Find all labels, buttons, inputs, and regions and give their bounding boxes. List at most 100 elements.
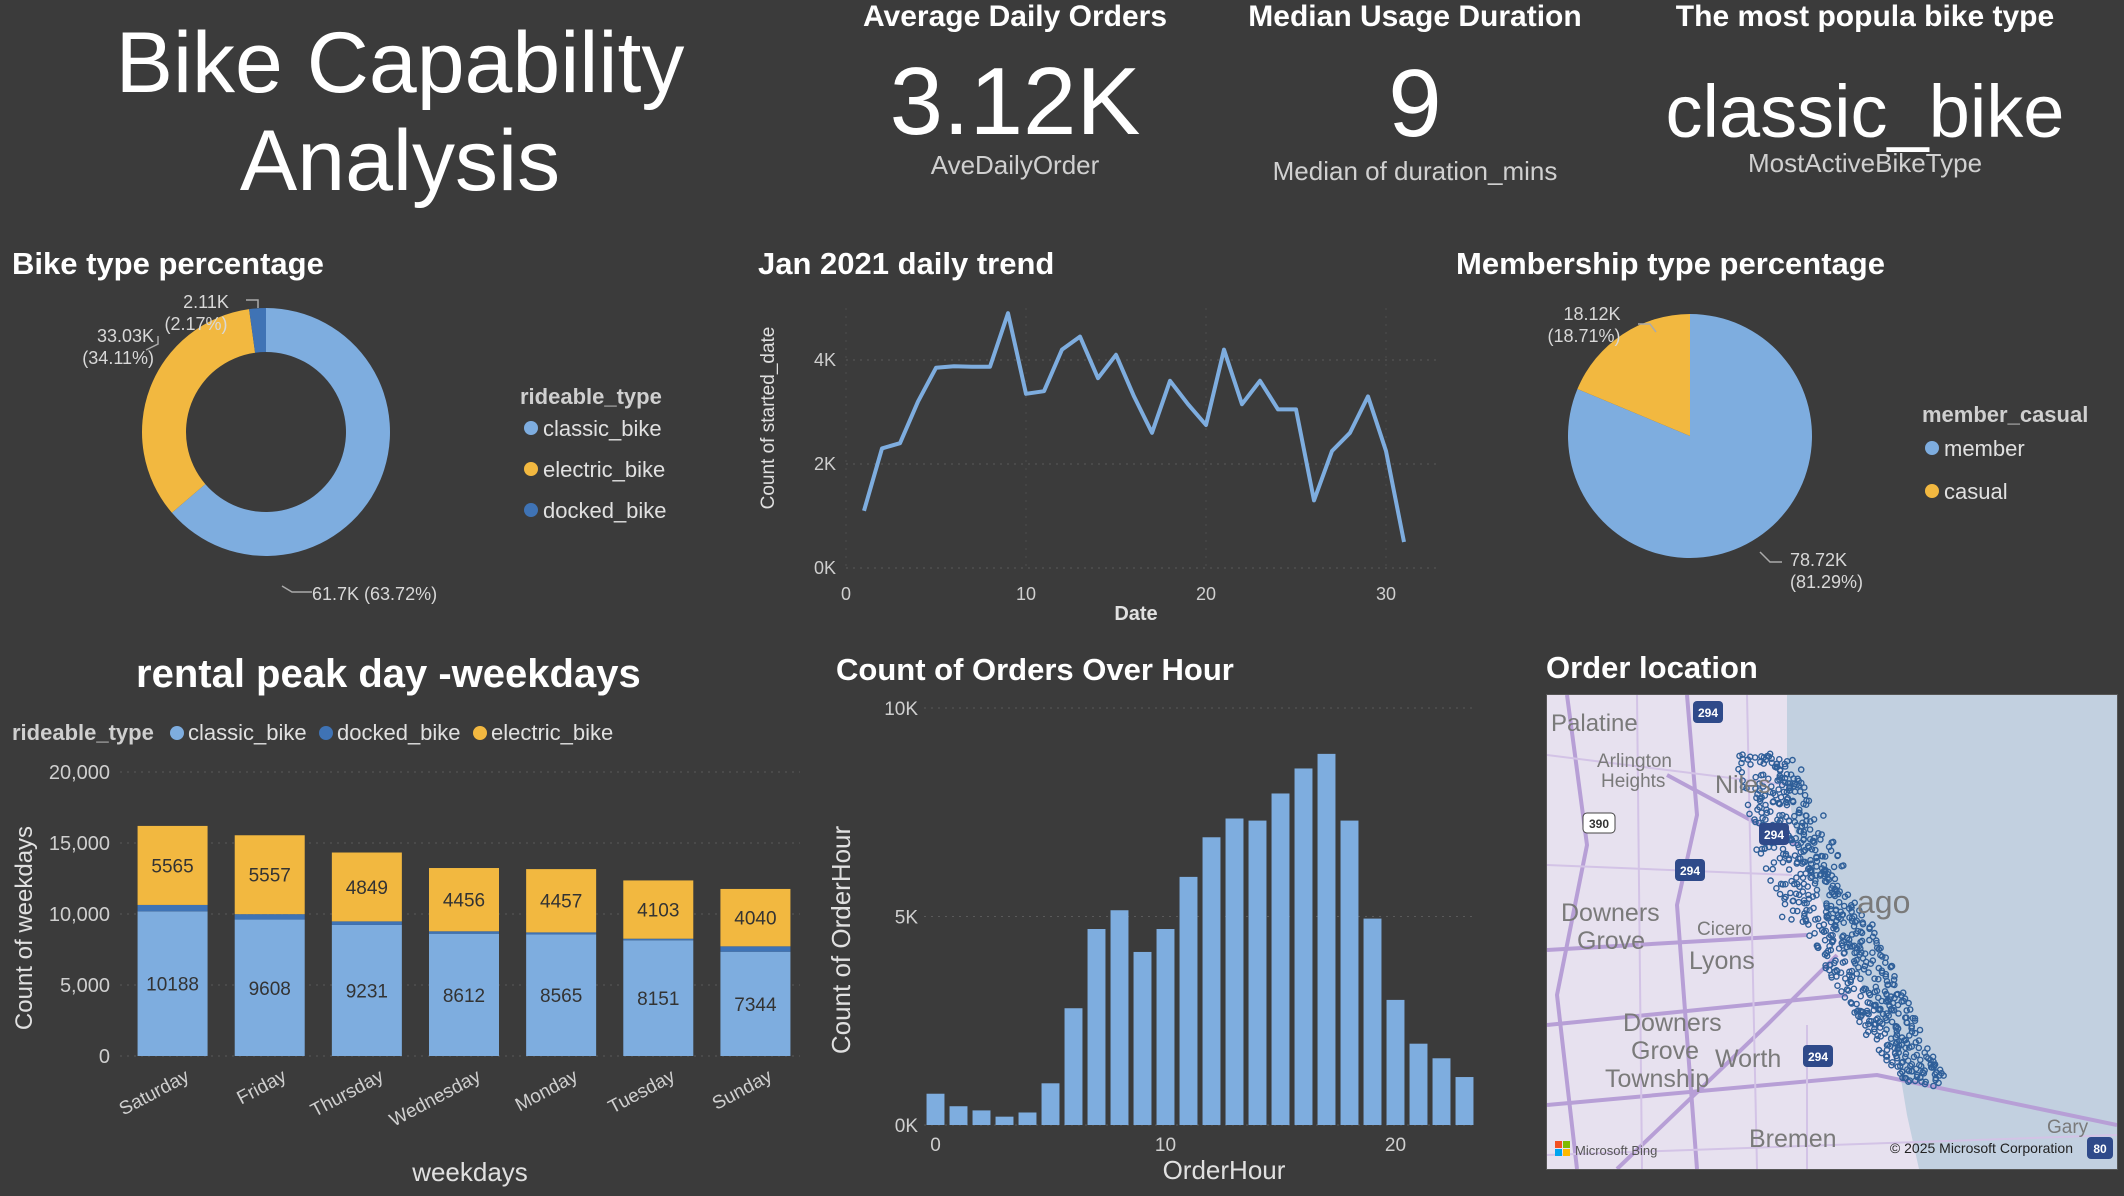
map-point [1797, 779, 1805, 787]
bike-type-donut-chart[interactable]: 61.7K (63.72%) 33.03K(34.11%) 2.11K(2.17%)… [0, 290, 740, 630]
hour-bar[interactable] [1455, 1077, 1474, 1125]
bar-segment-electric-bike[interactable] [429, 868, 499, 932]
map-canvas[interactable]: Palatine Arlington Heights Niles Downers… [1547, 695, 2117, 1169]
daily-trend-line-chart[interactable]: 0K 2K 4K 0 10 20 30 Date Count of started_date [740, 290, 1460, 630]
donut-slice-docked-bike[interactable] [249, 308, 266, 353]
legend-marker [473, 726, 487, 740]
trend-series-line[interactable] [862, 311, 1406, 543]
dashboard-title: Bike Capability Analysis [60, 14, 740, 210]
hour-bar[interactable] [1041, 1083, 1060, 1125]
hour-bar[interactable] [1110, 910, 1129, 1125]
pie-slice-casual[interactable] [1577, 314, 1690, 436]
hour-bar[interactable] [1294, 768, 1313, 1125]
map-point [1773, 884, 1780, 892]
map-point [1812, 877, 1819, 884]
bar-segment-docked-bike[interactable] [526, 932, 597, 935]
bar-segment-docked-bike[interactable] [234, 914, 305, 920]
hour-bar[interactable] [1018, 1112, 1037, 1125]
bar-segment-electric-bike[interactable] [234, 835, 305, 915]
map-point [1906, 1077, 1914, 1084]
map-point [1811, 880, 1819, 887]
bar-segment-electric-bike[interactable] [623, 880, 694, 939]
map-label: Worth [1715, 1045, 1781, 1073]
hour-bar[interactable] [1064, 1008, 1083, 1125]
membership-pie-chart[interactable]: 78.72K(81.29%) 18.12K(18.71%) member_casu… [1460, 290, 2124, 630]
map-point [1855, 907, 1863, 914]
hour-bar[interactable] [1248, 820, 1267, 1125]
hour-bar[interactable] [1340, 820, 1359, 1125]
map-point [1930, 1063, 1938, 1071]
data-label: 4456 [443, 891, 485, 912]
map-point [1889, 1006, 1896, 1014]
hour-bar[interactable] [972, 1110, 991, 1125]
order-location-map[interactable]: Palatine Arlington Heights Niles Downers… [1546, 694, 2118, 1170]
bar-segment-docked-bike[interactable] [623, 938, 694, 941]
bar-segment-classic-bike[interactable] [429, 933, 499, 1056]
bar-segment-electric-bike[interactable] [331, 852, 402, 922]
hour-bar[interactable] [1156, 929, 1175, 1125]
hour-bar[interactable] [1225, 818, 1244, 1125]
hour-bar[interactable] [1432, 1058, 1451, 1125]
hour-bar[interactable] [1386, 999, 1405, 1125]
legend-item-classic-bike[interactable]: classic_bike [170, 720, 307, 745]
hour-bar[interactable] [1202, 837, 1221, 1125]
hour-bar[interactable] [1271, 793, 1290, 1125]
map-point [1776, 854, 1784, 862]
map-point [1916, 1056, 1924, 1064]
legend-item-member[interactable]: member [1925, 436, 2025, 461]
map-point [1834, 851, 1842, 859]
map-point [1893, 1031, 1901, 1039]
data-label: 4849 [346, 878, 388, 899]
map-point [1837, 908, 1845, 916]
map-point [1795, 891, 1803, 899]
map-point [1878, 953, 1886, 960]
bar-segment-classic-bike[interactable] [331, 924, 402, 1056]
map-point [1779, 858, 1787, 866]
hour-bar[interactable] [1363, 918, 1382, 1125]
map-point [1882, 1053, 1890, 1060]
legend-item-classic-bike[interactable]: classic_bike [524, 416, 662, 441]
donut-slice-electric-bike[interactable] [142, 309, 256, 513]
bar-segment-classic-bike[interactable] [137, 911, 208, 1056]
legend-item-electric-bike[interactable]: electric_bike [524, 457, 665, 482]
bar-segment-docked-bike[interactable] [331, 921, 402, 925]
hour-bar[interactable] [1179, 876, 1198, 1125]
legend-label: electric_bike [491, 720, 613, 745]
hour-bar[interactable] [926, 1093, 945, 1125]
hour-bar[interactable] [1087, 929, 1106, 1125]
hour-bar-chart[interactable]: 0K 5K 10K 0 10 20 OrderHour Count of OrderHou… [830, 690, 1540, 1196]
bar-segment-electric-bike[interactable] [526, 869, 597, 933]
bar-segment-docked-bike[interactable] [429, 931, 499, 934]
leader-line [281, 585, 312, 593]
kpi-most-popular-bike-type[interactable]: The most popula bike type classic_bike M… [1630, 0, 2100, 179]
legend-item-docked-bike[interactable]: docked_bike [319, 720, 461, 745]
map-point [1864, 1028, 1872, 1036]
map-point [1902, 1036, 1910, 1044]
bar-segment-electric-bike[interactable] [720, 888, 791, 947]
bar-segment-electric-bike[interactable] [137, 825, 208, 905]
kpi-value: 9 [1388, 50, 1442, 157]
map-point [1843, 986, 1851, 993]
legend-item-electric-bike[interactable]: electric_bike [473, 720, 613, 745]
map-point [1775, 756, 1783, 763]
legend-item-casual[interactable]: casual [1925, 479, 2008, 504]
bar-segment-docked-bike[interactable] [720, 946, 791, 952]
bar-segment-classic-bike[interactable] [623, 940, 694, 1056]
map-point [1856, 1018, 1863, 1026]
bar-segment-classic-bike[interactable] [720, 951, 791, 1056]
hour-bar[interactable] [995, 1116, 1014, 1125]
bar-segment-classic-bike[interactable] [526, 934, 597, 1056]
hour-bar[interactable] [1409, 1043, 1428, 1125]
hour-bar[interactable] [1133, 951, 1152, 1125]
bar-segment-classic-bike[interactable] [234, 919, 305, 1056]
kpi-average-daily-orders[interactable]: Average Daily Orders 3.12K AveDailyOrder [800, 0, 1230, 181]
kpi-median-usage-duration[interactable]: Median Usage Duration 9 Median of durati… [1230, 0, 1600, 187]
legend-item-docked-bike[interactable]: docked_bike [524, 498, 667, 523]
bar-segment-docked-bike[interactable] [137, 904, 208, 912]
map-point [1867, 960, 1875, 968]
hour-bar[interactable] [1317, 753, 1336, 1125]
hour-bar[interactable] [949, 1106, 968, 1125]
map-point [1800, 835, 1808, 843]
weekday-stacked-bar-chart[interactable]: rideable_type classic_bike docked_bike e… [0, 700, 830, 1196]
donut-slice-classic-bike[interactable] [171, 308, 390, 556]
